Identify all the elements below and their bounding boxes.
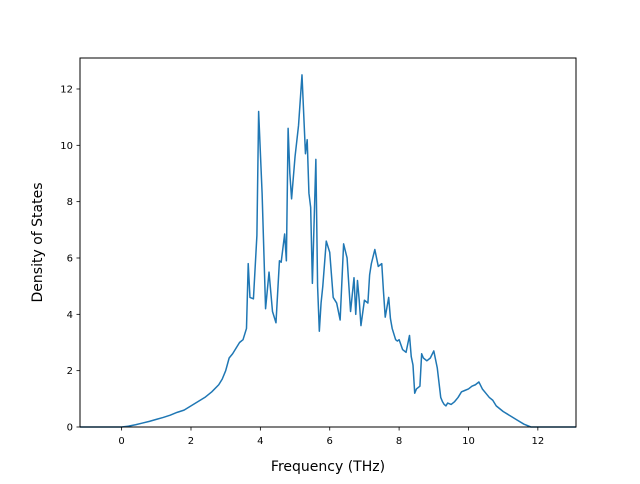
y-tick-label: 6 — [67, 253, 73, 264]
x-axis-label: Frequency (THz) — [271, 459, 385, 475]
y-tick-label: 12 — [60, 84, 73, 95]
y-tick-label: 10 — [60, 141, 73, 152]
y-tick-label: 0 — [67, 423, 73, 434]
y-tick-label: 2 — [67, 366, 73, 377]
x-tick-label: 4 — [257, 436, 263, 447]
x-tick-label: 6 — [327, 436, 333, 447]
plot-area — [80, 74, 576, 428]
x-tick-label: 12 — [531, 436, 544, 447]
dos-series-line-0 — [80, 74, 576, 428]
x-tick-label: 10 — [462, 436, 475, 447]
y-axis-ticks: 0 2 4 6 8 10 12 — [60, 84, 80, 434]
x-tick-label: 2 — [188, 436, 194, 447]
x-tick-label: 8 — [396, 436, 402, 447]
y-tick-label: 4 — [67, 310, 73, 321]
axes-frame — [79, 57, 577, 428]
y-axis-label: Density of States — [30, 183, 46, 303]
x-axis-ticks: 0 2 4 6 8 10 12 — [118, 427, 544, 447]
y-tick-label: 8 — [67, 197, 73, 208]
x-tick-label: 0 — [118, 436, 124, 447]
